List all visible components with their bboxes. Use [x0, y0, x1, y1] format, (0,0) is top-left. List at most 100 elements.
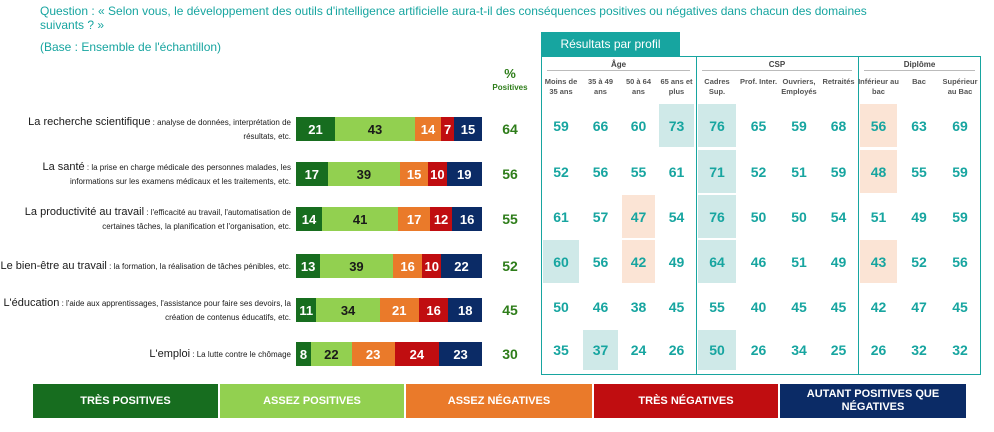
profile-cell: 40: [750, 298, 767, 315]
column-header: Prof. Inter.: [739, 77, 778, 86]
column-header: Moins de 35 ans: [544, 77, 578, 96]
bar-segment: 43: [335, 117, 416, 141]
row-label: Le bien-être au travail : la formation, …: [0, 259, 291, 274]
profile-cell: 42: [622, 240, 655, 283]
profile-cell: 69: [952, 117, 968, 134]
column-header: Ouvriers, Employés: [781, 77, 817, 96]
bar-segment: 22: [310, 342, 352, 366]
base-text: (Base : Ensemble de l'échantillon): [40, 40, 222, 54]
group-header: Diplôme: [903, 60, 936, 69]
profile-cell: 66: [592, 117, 609, 134]
column-header: Bac: [912, 77, 926, 86]
row-label-detail: : analyse de données, interprétation de …: [150, 117, 291, 141]
bar-segment: 8: [296, 342, 311, 366]
bar-segment: 21: [379, 298, 419, 322]
row-label-detail: : l'aide aux apprentissages, l'assistanc…: [59, 298, 291, 322]
profile-cell: 59: [952, 163, 968, 180]
bar-segment: 39: [320, 254, 393, 278]
row-label-main: L'emploi: [149, 347, 191, 360]
legend-item: TRÈS POSITIVES: [33, 384, 218, 418]
row-label: La santé : la prise en charge médicale d…: [0, 160, 291, 189]
profile-cell: 52: [911, 253, 927, 270]
profile-cell: 43: [860, 240, 897, 283]
group-underline: [547, 70, 690, 71]
bar-segment: 23: [351, 342, 395, 366]
row-label-main: La productivité au travail: [24, 205, 145, 218]
legend-item: ASSEZ NÉGATIVES: [406, 384, 592, 418]
profile-cell: 25: [830, 342, 847, 358]
profile-cell: 51: [791, 253, 807, 270]
bar-segment: 14: [296, 207, 323, 231]
profile-cell: 76: [698, 104, 736, 147]
bar-segment: 16: [452, 207, 482, 231]
bar-segment: 34: [316, 298, 380, 322]
row-label: L'emploi : La lutte contre le chômage: [0, 347, 291, 362]
profile-cell: 55: [911, 163, 927, 180]
bar-segment: 18: [448, 298, 482, 322]
bar-segment: 23: [439, 342, 482, 366]
bar-row: 14 41 17 12 16: [296, 207, 482, 231]
table-divider: [696, 56, 697, 375]
table-divider: [858, 56, 859, 375]
column-header: Cadres Sup.: [704, 77, 730, 96]
bar-segment: 17: [296, 162, 328, 186]
bar-row: 8 22 23 24 23: [296, 342, 482, 366]
legend-item: AUTANT POSITIVES QUE NÉGATIVES: [780, 384, 966, 418]
profile-cell: 61: [553, 208, 569, 225]
profile-cell: 59: [952, 208, 968, 225]
profile-cell: 26: [750, 342, 767, 358]
question-text: Question : « Selon vous, le développemen…: [40, 4, 940, 32]
profile-cell: 56: [592, 163, 609, 180]
bar-segment: 16: [392, 254, 423, 278]
profile-cell: 50: [553, 298, 569, 315]
question-line2: suivants ? »: [40, 18, 105, 32]
bar-segment: 11: [296, 298, 317, 322]
positives-total: 55: [502, 211, 518, 227]
profile-cell: 60: [630, 117, 647, 134]
column-header: Retraités: [822, 77, 855, 86]
profile-cell: 45: [668, 298, 685, 315]
row-label-main: La santé: [42, 160, 85, 173]
profile-cell: 48: [860, 150, 897, 193]
positives-total: 56: [502, 166, 518, 182]
row-label-detail: : la prise en charge médicale des person…: [70, 162, 291, 186]
bar-segment: 39: [327, 162, 401, 186]
row-label-main: L'éducation: [3, 296, 60, 309]
profile-cell: 26: [870, 342, 887, 358]
bar-segment: 21: [296, 117, 336, 141]
bar-segment: 15: [454, 117, 482, 141]
profile-results-table: [541, 56, 981, 375]
bar-segment: 22: [441, 254, 482, 278]
profile-cell: 76: [698, 195, 736, 238]
profile-cell: 45: [791, 298, 807, 315]
profile-cell: 47: [911, 298, 927, 315]
profile-cell: 56: [592, 253, 609, 270]
profile-cell: 61: [668, 163, 685, 180]
profile-cell: 52: [553, 163, 569, 180]
percent-sign: %: [504, 66, 516, 81]
profile-results-tab[interactable]: Résultats par profil: [541, 32, 680, 56]
profile-cell: 54: [830, 208, 847, 225]
profile-cell: 37: [583, 330, 618, 370]
profile-cell: 52: [750, 163, 767, 180]
profile-cell: 73: [659, 104, 694, 147]
row-label-detail: : la formation, la réalisation de tâches…: [106, 261, 291, 271]
bar-segment: 19: [446, 162, 482, 186]
profile-cell: 47: [622, 195, 655, 238]
profile-cell: 45: [830, 298, 847, 315]
profile-cell: 42: [870, 298, 887, 315]
profile-cell: 56: [952, 253, 968, 270]
profile-cell: 68: [830, 117, 847, 134]
profile-cell: 50: [791, 208, 807, 225]
row-label-detail: : La lutte contre le chômage: [190, 349, 291, 359]
group-header: Âge: [610, 60, 627, 69]
profile-cell: 60: [543, 240, 579, 283]
profile-cell: 35: [553, 342, 569, 358]
positives-total: 52: [502, 258, 518, 274]
bar-segment: 10: [422, 254, 442, 278]
bar-segment: 41: [322, 207, 399, 231]
profile-cell: 32: [952, 342, 968, 358]
profile-cell: 57: [592, 208, 609, 225]
profile-cell: 63: [911, 117, 927, 134]
group-underline: [702, 70, 852, 71]
